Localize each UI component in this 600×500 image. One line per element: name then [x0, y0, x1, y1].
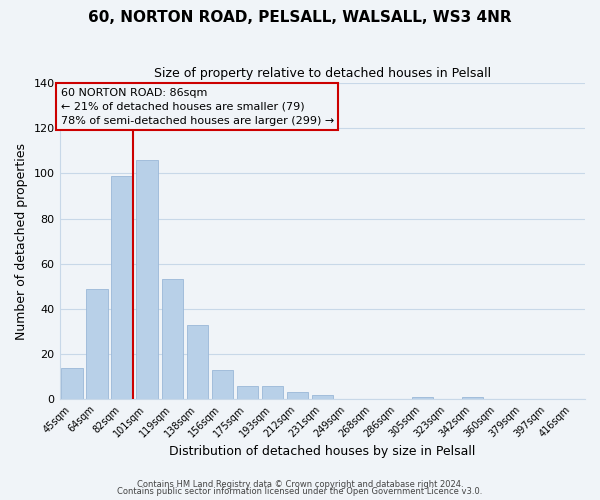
Bar	[61, 368, 83, 399]
Text: Contains public sector information licensed under the Open Government Licence v3: Contains public sector information licen…	[118, 487, 482, 496]
Bar	[311, 394, 333, 399]
Bar	[112, 176, 133, 399]
Bar	[136, 160, 158, 399]
Y-axis label: Number of detached properties: Number of detached properties	[15, 142, 28, 340]
Bar	[462, 397, 483, 399]
Bar	[86, 288, 108, 399]
Bar	[287, 392, 308, 399]
Text: Contains HM Land Registry data © Crown copyright and database right 2024.: Contains HM Land Registry data © Crown c…	[137, 480, 463, 489]
Bar	[161, 280, 183, 399]
Text: 60 NORTON ROAD: 86sqm
← 21% of detached houses are smaller (79)
78% of semi-deta: 60 NORTON ROAD: 86sqm ← 21% of detached …	[61, 88, 334, 126]
Bar	[262, 386, 283, 399]
Text: 60, NORTON ROAD, PELSALL, WALSALL, WS3 4NR: 60, NORTON ROAD, PELSALL, WALSALL, WS3 4…	[88, 10, 512, 25]
Bar	[187, 324, 208, 399]
Title: Size of property relative to detached houses in Pelsall: Size of property relative to detached ho…	[154, 68, 491, 80]
Bar	[412, 397, 433, 399]
X-axis label: Distribution of detached houses by size in Pelsall: Distribution of detached houses by size …	[169, 444, 475, 458]
Bar	[212, 370, 233, 399]
Bar	[236, 386, 258, 399]
